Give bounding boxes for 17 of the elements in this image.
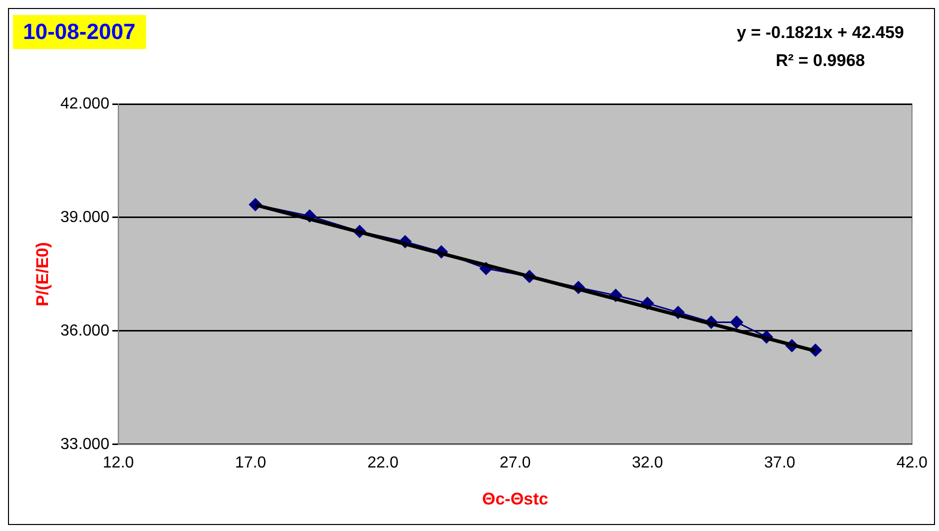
point — [730, 316, 744, 329]
x-tick-label: 17.0 — [235, 454, 266, 472]
text: R² = 0.9968 — [774, 50, 866, 72]
x-tick-label: 12.0 — [102, 454, 134, 472]
chart-title: 10-08-2007 — [13, 15, 146, 49]
x-tick-label: 37.0 — [764, 454, 796, 472]
y-tick-label: 33.000 — [60, 436, 110, 453]
text: y = -0.1821x + 42.459 — [736, 22, 904, 44]
x-tick-label: 42.0 — [896, 454, 928, 472]
y-tick-label: 42.000 — [60, 95, 110, 112]
x-tick-label: 32.0 — [632, 454, 664, 472]
y-tick-label: 36.000 — [60, 322, 110, 340]
y-tick-label: 39.000 — [60, 208, 110, 226]
x-axis-title: Θc-Θstc — [482, 489, 548, 508]
x-tick-label: 22.0 — [367, 454, 399, 472]
x-tick-label: 27.0 — [500, 454, 531, 472]
y-axis-title: P/(E/E0) — [32, 242, 52, 306]
